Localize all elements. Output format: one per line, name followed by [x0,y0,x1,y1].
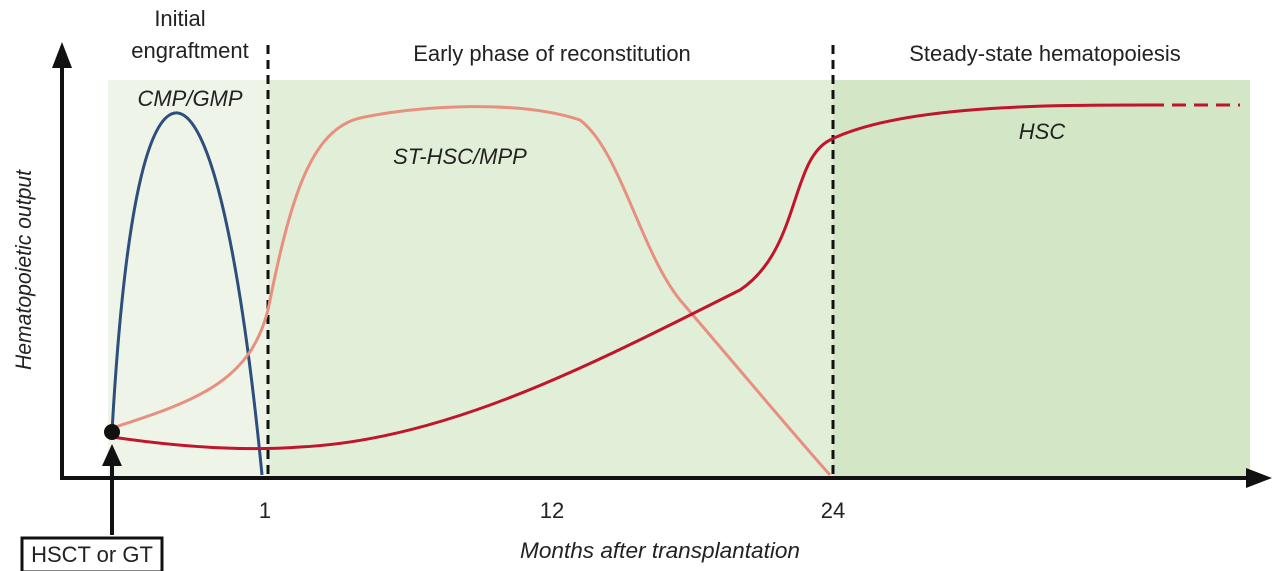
x-tick-label: 1 [259,498,271,523]
x-axis-arrow [1246,468,1272,488]
phase-label: Early phase of reconstitution [413,41,691,66]
x-tick-label: 12 [540,498,564,523]
start-arrow-head [102,444,122,466]
curve [111,105,832,476]
phase-region [268,80,833,478]
y-axis-label: Hematopoietic output [11,169,36,370]
curve-label: CMP/GMP [137,86,242,111]
curve [110,111,264,476]
phase-label: Steady-state hematopoiesis [909,41,1181,66]
curve-label: ST-HSC/MPP [393,144,527,169]
phase-region [108,80,268,478]
curve-label: HSC [1019,119,1066,144]
phase-region [833,80,1250,478]
start-label: HSCT or GT [31,542,153,567]
x-axis-label: Months after transplantation [520,538,800,563]
start-box [20,536,164,571]
x-tick-label: 24 [821,498,845,523]
curve [111,103,1151,451]
y-axis-arrow [52,42,72,68]
start-dot [104,424,120,440]
phase-label: Initial [154,6,205,31]
phase-label: engraftment [131,38,248,63]
